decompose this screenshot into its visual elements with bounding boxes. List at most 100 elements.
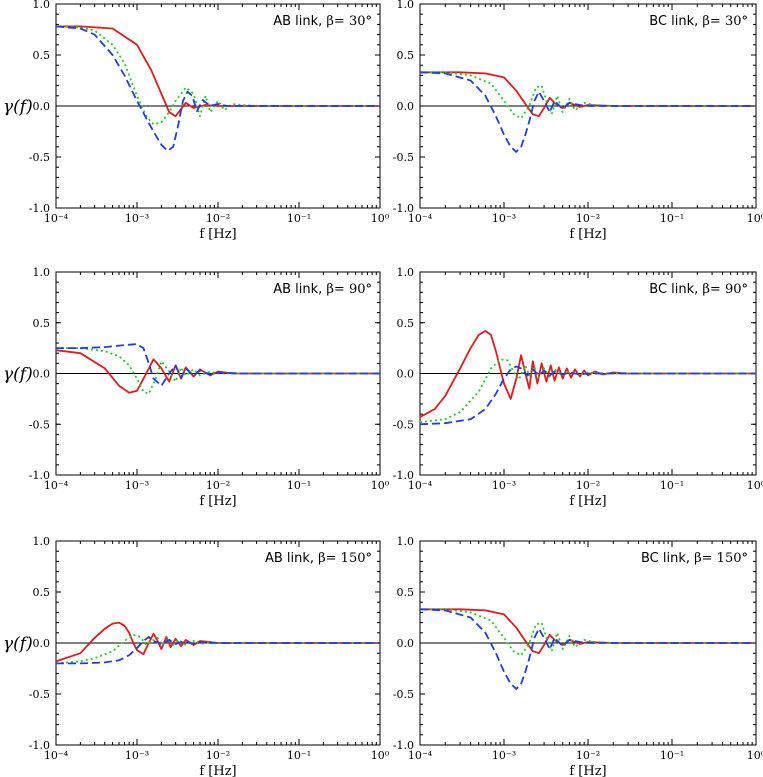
panel-annotation: AB link, β= 90°	[273, 282, 372, 297]
annotation-beta: β= 30°	[326, 14, 372, 29]
annotation-link: AB link,	[265, 551, 318, 566]
y-tick-label: -0.5	[29, 418, 50, 431]
panel-annotation: BC link, β= 150°	[641, 551, 748, 566]
series-line-blue-dashed	[419, 608, 756, 690]
series-line-blue-dashed	[419, 71, 756, 153]
x-tick-label: 10⁻¹	[287, 212, 311, 225]
y-tick-label: -0.5	[393, 418, 414, 431]
x-axis-title: f [Hz]	[569, 764, 606, 777]
panel-1: 1.0 0.5 0.0 -0.5 -1.010⁻⁴ 10⁻³ 10⁻² 10⁻¹ 10⁰ f [H…	[3, 0, 390, 242]
x-tick-label: 10⁰	[371, 479, 390, 492]
x-tick-label: 10⁻²	[576, 212, 600, 225]
annotation-link: BC link,	[649, 282, 702, 297]
y-tick-label: 0.5	[397, 586, 415, 599]
series-line-green-dotted	[419, 358, 756, 424]
y-axis-title: γ(f)	[3, 634, 33, 654]
x-tick-label: 10⁻²	[576, 479, 600, 492]
y-tick-label: 0.0	[397, 368, 415, 381]
annotation-link: AB link,	[273, 282, 326, 297]
y-tick-label: -1.0	[29, 469, 50, 482]
y-tick-label: 1.0	[397, 0, 415, 11]
y-tick-label: -1.0	[393, 202, 414, 215]
x-tick-label: 10⁻²	[206, 479, 230, 492]
series-line-green-dotted	[55, 633, 380, 665]
series-line-green-dotted	[56, 347, 380, 395]
y-tick-label: 0.5	[397, 49, 415, 62]
y-tick-label: 0.5	[397, 317, 415, 330]
y-tick-label: 0.0	[33, 637, 51, 650]
x-tick-label: 10⁻⁴	[44, 212, 69, 225]
y-tick-label: 0.0	[33, 368, 51, 381]
series-line-green-dotted	[420, 608, 756, 657]
y-tick-label: -0.5	[29, 688, 50, 701]
x-tick-label: 10⁰	[371, 212, 390, 225]
x-axis-title: f [Hz]	[199, 227, 236, 242]
y-tick-label: 0.5	[33, 49, 51, 62]
annotation-beta: β= 90°	[702, 282, 748, 297]
x-tick-label: 10⁻⁴	[44, 479, 69, 492]
y-tick-label: 0.0	[397, 100, 415, 113]
y-tick-label: 1.0	[397, 535, 415, 548]
y-tick-label: 0.0	[33, 100, 51, 113]
x-axis-title: f [Hz]	[199, 764, 236, 777]
series-line-red-solid	[420, 608, 756, 655]
series-line-blue-dashed	[56, 636, 380, 665]
x-tick-label: 10⁻³	[125, 212, 149, 225]
x-tick-label: 10⁻³	[492, 212, 516, 225]
y-axis-title: γ(f)	[3, 365, 33, 385]
series-line-green-dotted	[55, 25, 380, 126]
x-tick-label: 10⁻³	[492, 479, 516, 492]
x-tick-label: 10⁰	[747, 212, 763, 225]
x-tick-label: 10⁰	[747, 749, 763, 762]
annotation-beta: β= 90°	[326, 282, 372, 297]
series-line-blue-dashed	[419, 365, 756, 426]
y-tick-label: -0.5	[29, 151, 50, 164]
x-tick-label: 10⁻¹	[660, 749, 684, 762]
x-axis-title: f [Hz]	[569, 227, 606, 242]
panel-annotation: AB link, β= 30°	[273, 14, 372, 29]
x-tick-label: 10⁰	[371, 749, 390, 762]
x-tick-label: 10⁻¹	[287, 749, 311, 762]
panel-annotation: AB link, β= 150°	[265, 551, 372, 566]
panel-annotation: BC link, β= 90°	[649, 282, 748, 297]
x-tick-label: 10⁰	[747, 479, 763, 492]
annotation-beta: β= 30°	[702, 14, 748, 29]
y-tick-label: 1.0	[33, 0, 51, 11]
panel-2: 1.0 0.5 0.0 -0.5 -1.010⁻⁴ 10⁻³ 10⁻² 10⁻¹ 10⁰ f [H…	[393, 0, 763, 242]
series-line-blue-dashed	[55, 25, 380, 152]
x-tick-label: 10⁻⁴	[44, 749, 69, 762]
annotation-link: BC link,	[641, 551, 694, 566]
y-tick-label: 0.0	[397, 637, 415, 650]
y-tick-label: 1.0	[397, 266, 415, 279]
y-tick-label: 0.5	[33, 586, 51, 599]
panel-annotation: BC link, β= 30°	[649, 14, 748, 29]
y-axis-title: γ(f)	[3, 97, 33, 117]
x-tick-label: 10⁻³	[125, 749, 149, 762]
panel-3: 1.0 0.5 0.0 -0.5 -1.010⁻⁴ 10⁻³ 10⁻² 10⁻¹ 10⁰ f [H…	[3, 266, 390, 509]
series-line-red-solid	[55, 621, 380, 663]
y-tick-label: -1.0	[393, 739, 414, 752]
panel-5: 1.0 0.5 0.0 -0.5 -1.010⁻⁴ 10⁻³ 10⁻² 10⁻¹ 10⁰ f [H…	[3, 535, 390, 777]
x-axis-title: f [Hz]	[569, 494, 606, 509]
y-tick-label: -1.0	[29, 202, 50, 215]
y-tick-label: -1.0	[29, 739, 50, 752]
x-tick-label: 10⁻⁴	[408, 479, 433, 492]
series-line-red-solid	[420, 71, 756, 118]
series-line-red-solid	[56, 25, 380, 118]
series-line-green-dotted	[420, 71, 756, 120]
annotation-beta: β= 150°	[318, 551, 372, 566]
x-tick-label: 10⁻²	[206, 212, 230, 225]
y-tick-label: 1.0	[33, 266, 51, 279]
panel-6: 1.0 0.5 0.0 -0.5 -1.010⁻⁴ 10⁻³ 10⁻² 10⁻¹ 10⁰ f [H…	[393, 535, 763, 777]
x-tick-label: 10⁻¹	[660, 212, 684, 225]
annotation-link: BC link,	[649, 14, 702, 29]
annotation-beta: β= 150°	[694, 551, 748, 566]
y-tick-label: 1.0	[33, 535, 51, 548]
x-axis-title: f [Hz]	[199, 494, 236, 509]
series-line-blue-dashed	[56, 343, 380, 387]
x-tick-label: 10⁻⁴	[408, 212, 433, 225]
y-tick-label: -1.0	[393, 469, 414, 482]
x-tick-label: 10⁻³	[492, 749, 516, 762]
x-tick-label: 10⁻²	[206, 749, 230, 762]
